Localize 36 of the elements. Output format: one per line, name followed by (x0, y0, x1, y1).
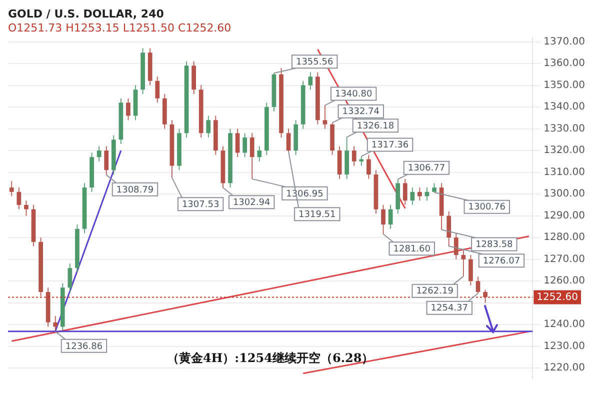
text: 1326.18 (356, 121, 394, 132)
y-tick-label: 1290.00 (544, 210, 586, 222)
y-tick-label: 1230.00 (544, 340, 586, 352)
y-tick-label: 1300.00 (544, 188, 586, 200)
y-tick-label: 1310.00 (544, 166, 586, 178)
y-tick-label: 1370.00 (544, 36, 586, 48)
text: 1236.86 (65, 342, 103, 352)
y-tick-label: 1330.00 (544, 123, 586, 134)
y-tick-label: 1360.00 (544, 58, 586, 70)
y-tick-label: 1240.00 (544, 319, 586, 330)
y-tick-label: 1320.00 (544, 145, 586, 156)
text: 1332.74 (342, 107, 380, 118)
text: 1276.07 (482, 256, 520, 266)
text: 1262.19 (416, 286, 454, 297)
y-tick-label: 1260.00 (544, 276, 586, 287)
text: 1254.37 (430, 304, 468, 314)
text: 1281.60 (393, 244, 430, 254)
y-tick-label: 1350.00 (544, 80, 586, 91)
chart-subtitle: O1251.73 H1253.15 L1251.50 C1252.60 (8, 22, 232, 35)
ref-line-label: 1252.60 (536, 292, 578, 303)
text: 1355.56 (296, 58, 334, 68)
chart-title: GOLD / U.S. DOLLAR, 240 (8, 7, 164, 20)
text: 1317.36 (371, 140, 409, 151)
annotation: （黄金4H）:1254继续开空（6.28） (166, 351, 374, 366)
y-tick-label: 1340.00 (544, 102, 586, 113)
text: 1307.53 (182, 200, 220, 210)
y-tick-label: 1280.00 (544, 232, 586, 244)
text: 1283.58 (476, 240, 513, 250)
y-tick-label: 1220.00 (544, 362, 586, 374)
y-tick-label: 1270.00 (544, 254, 586, 265)
text: 1302.94 (232, 198, 270, 208)
text: 1306.77 (408, 164, 446, 174)
text: 1300.76 (468, 202, 506, 213)
text: 1340.80 (334, 90, 372, 100)
text: 1308.79 (116, 185, 154, 196)
text: 1319.51 (298, 210, 336, 220)
